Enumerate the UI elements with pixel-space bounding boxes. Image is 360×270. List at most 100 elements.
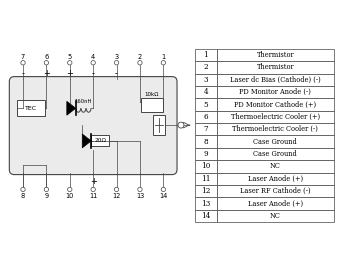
Text: 10: 10 [66, 193, 74, 199]
Text: Case Ground: Case Ground [253, 138, 297, 146]
Bar [195, 185, 217, 197]
Circle shape [68, 60, 72, 65]
Bar [217, 197, 334, 210]
Text: -: - [22, 69, 24, 78]
Text: Thermoelectric Cooler (+): Thermoelectric Cooler (+) [231, 113, 320, 121]
Text: 13: 13 [201, 200, 211, 208]
Circle shape [161, 187, 166, 192]
Text: +: + [90, 177, 96, 186]
Bar [195, 197, 217, 210]
Text: Laser Anode (+): Laser Anode (+) [248, 200, 303, 208]
Text: 9: 9 [203, 150, 208, 158]
Bar [217, 49, 334, 61]
Bar [217, 148, 334, 160]
Bar [217, 86, 334, 98]
Bar [217, 173, 334, 185]
Text: 4: 4 [203, 88, 208, 96]
Text: NC: NC [270, 212, 281, 220]
Text: 20Ω: 20Ω [94, 139, 106, 143]
Bar [195, 49, 217, 61]
Circle shape [91, 187, 95, 192]
Circle shape [44, 60, 49, 65]
Circle shape [138, 187, 142, 192]
Text: 13: 13 [136, 193, 144, 199]
Text: 2: 2 [203, 63, 208, 72]
Bar [195, 74, 217, 86]
Bar [195, 111, 217, 123]
Bar [217, 136, 334, 148]
Bar [195, 173, 217, 185]
Text: Thermoelectric Cooler (-): Thermoelectric Cooler (-) [232, 125, 318, 133]
Bar [153, 115, 165, 135]
Text: 12: 12 [112, 193, 121, 199]
Text: 7: 7 [203, 125, 208, 133]
Text: 14: 14 [201, 212, 211, 220]
Bar [195, 136, 217, 148]
Bar [141, 98, 163, 112]
Text: 3: 3 [203, 76, 208, 84]
Text: 6: 6 [44, 54, 49, 60]
Bar [195, 61, 217, 74]
Circle shape [114, 60, 119, 65]
Text: 5: 5 [68, 54, 72, 60]
Text: Thermistor: Thermistor [256, 63, 294, 72]
Text: 6: 6 [203, 113, 208, 121]
Text: Laser RF Cathode (-): Laser RF Cathode (-) [240, 187, 311, 195]
Text: Thermistor: Thermistor [256, 51, 294, 59]
Text: -: - [115, 69, 118, 78]
Bar [195, 98, 217, 111]
Circle shape [21, 60, 25, 65]
Bar [195, 86, 217, 98]
Text: 14: 14 [159, 193, 167, 199]
Circle shape [178, 122, 184, 128]
Bar [217, 210, 334, 222]
Text: 5: 5 [203, 100, 208, 109]
Text: -: - [92, 69, 95, 78]
Bar [195, 210, 217, 222]
Text: 12: 12 [201, 187, 211, 195]
Text: 10kΩ: 10kΩ [144, 92, 159, 97]
Bar [217, 74, 334, 86]
Bar [217, 185, 334, 197]
Circle shape [68, 187, 72, 192]
Circle shape [44, 187, 49, 192]
Text: +: + [66, 69, 73, 78]
Bar [195, 148, 217, 160]
Text: PD Monitor Anode (-): PD Monitor Anode (-) [239, 88, 311, 96]
Text: Case Ground: Case Ground [253, 150, 297, 158]
Text: 10: 10 [201, 163, 211, 170]
Text: 11: 11 [201, 175, 211, 183]
Bar [17, 100, 45, 116]
Bar [217, 160, 334, 173]
FancyBboxPatch shape [9, 77, 177, 175]
Bar [91, 136, 109, 146]
Text: 11: 11 [89, 193, 97, 199]
Polygon shape [82, 134, 91, 148]
Bar [195, 160, 217, 173]
Text: +: + [43, 69, 50, 78]
Bar [217, 61, 334, 74]
Circle shape [91, 60, 95, 65]
Text: NC: NC [270, 163, 281, 170]
Text: 1: 1 [203, 51, 208, 59]
Text: 2: 2 [138, 54, 142, 60]
Text: 4: 4 [91, 54, 95, 60]
Text: 3: 3 [114, 54, 119, 60]
Bar [217, 98, 334, 111]
Text: 8: 8 [203, 138, 208, 146]
Polygon shape [67, 101, 76, 115]
Text: 7: 7 [21, 54, 25, 60]
Bar [217, 123, 334, 136]
Text: TEC: TEC [25, 106, 37, 111]
Text: 9: 9 [44, 193, 49, 199]
Text: Laser Anode (+): Laser Anode (+) [248, 175, 303, 183]
Circle shape [161, 60, 166, 65]
Bar [195, 123, 217, 136]
Text: PD Monitor Cathode (+): PD Monitor Cathode (+) [234, 100, 316, 109]
Bar [217, 111, 334, 123]
Circle shape [21, 187, 25, 192]
Text: 8: 8 [21, 193, 25, 199]
Circle shape [138, 60, 142, 65]
Text: 1: 1 [161, 54, 165, 60]
Text: 160nH: 160nH [75, 99, 92, 104]
